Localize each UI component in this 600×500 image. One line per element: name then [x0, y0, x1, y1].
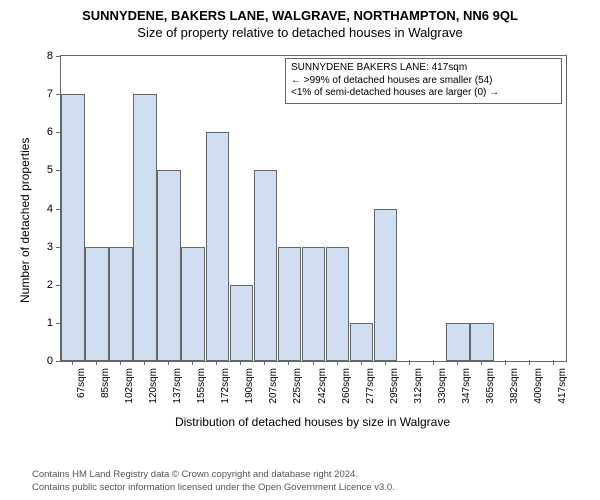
bar: [181, 247, 205, 361]
bar: [326, 247, 350, 361]
xtick-label: 382sqm: [509, 368, 520, 408]
xtick-label: 277sqm: [365, 368, 376, 408]
bar: [278, 247, 302, 361]
ytick-label: 4: [47, 203, 53, 215]
bar: [350, 323, 374, 361]
bar: [254, 170, 278, 361]
bar: [206, 132, 230, 361]
bar: [109, 247, 133, 361]
ytick-line: [56, 361, 61, 362]
bar: [61, 94, 85, 361]
xtick-line: [264, 360, 265, 365]
footer-line2: Contains public sector information licen…: [32, 482, 395, 494]
xtick-line: [240, 360, 241, 365]
xtick-label: 120sqm: [148, 368, 159, 408]
xtick-label: 260sqm: [341, 368, 352, 408]
xtick-label: 417sqm: [557, 368, 568, 408]
xtick-line: [529, 360, 530, 365]
xtick-line: [505, 360, 506, 365]
footer-attrib: Contains HM Land Registry data © Crown c…: [32, 469, 395, 494]
y-axis-label: Number of detached properties: [18, 137, 32, 302]
ytick-label: 7: [47, 88, 53, 100]
xtick-line: [144, 360, 145, 365]
xtick-label: 190sqm: [244, 368, 255, 408]
ytick-label: 8: [47, 50, 53, 62]
xtick-line: [96, 360, 97, 365]
xtick-label: 155sqm: [196, 368, 207, 408]
ytick-label: 3: [47, 241, 53, 253]
xtick-label: 102sqm: [124, 368, 135, 408]
x-axis-label: Distribution of detached houses by size …: [60, 415, 565, 429]
xtick-line: [433, 360, 434, 365]
xtick-label: 67sqm: [76, 368, 87, 408]
xtick-label: 400sqm: [533, 368, 544, 408]
xtick-label: 137sqm: [172, 368, 183, 408]
xtick-label: 172sqm: [220, 368, 231, 408]
ytick-label: 6: [47, 126, 53, 138]
bar: [157, 170, 181, 361]
xtick-label: 365sqm: [485, 368, 496, 408]
xtick-label: 312sqm: [413, 368, 424, 408]
xtick-label: 295sqm: [389, 368, 400, 408]
xtick-line: [313, 360, 314, 365]
bar: [374, 209, 398, 362]
bar: [470, 323, 494, 361]
xtick-label: 330sqm: [437, 368, 448, 408]
bar: [302, 247, 326, 361]
ytick-label: 2: [47, 279, 53, 291]
ytick-label: 0: [47, 355, 53, 367]
bar: [133, 94, 157, 361]
xtick-label: 225sqm: [292, 368, 303, 408]
ytick-label: 1: [47, 317, 53, 329]
bar: [230, 285, 254, 361]
xtick-label: 347sqm: [461, 368, 472, 408]
xtick-line: [288, 360, 289, 365]
xtick-line: [168, 360, 169, 365]
xtick-line: [361, 360, 362, 365]
bar: [85, 247, 109, 361]
bar: [446, 323, 470, 361]
title-subtitle: Size of property relative to detached ho…: [0, 23, 600, 40]
xtick-line: [216, 360, 217, 365]
xtick-line: [457, 360, 458, 365]
footer-line1: Contains HM Land Registry data © Crown c…: [32, 469, 395, 481]
title-address: SUNNYDENE, BAKERS LANE, WALGRAVE, NORTHA…: [0, 0, 600, 23]
xtick-label: 207sqm: [268, 368, 279, 408]
xtick-label: 85sqm: [100, 368, 111, 408]
xtick-label: 242sqm: [317, 368, 328, 408]
xtick-line: [72, 360, 73, 365]
xtick-line: [120, 360, 121, 365]
xtick-line: [337, 360, 338, 365]
xtick-line: [409, 360, 410, 365]
plot-area: 012345678: [60, 55, 567, 362]
chart-container: SUNNYDENE, BAKERS LANE, WALGRAVE, NORTHA…: [0, 0, 600, 500]
xtick-line: [481, 360, 482, 365]
ytick-label: 5: [47, 164, 53, 176]
xtick-line: [385, 360, 386, 365]
ytick-line: [56, 56, 61, 57]
xtick-line: [192, 360, 193, 365]
xtick-line: [553, 360, 554, 365]
